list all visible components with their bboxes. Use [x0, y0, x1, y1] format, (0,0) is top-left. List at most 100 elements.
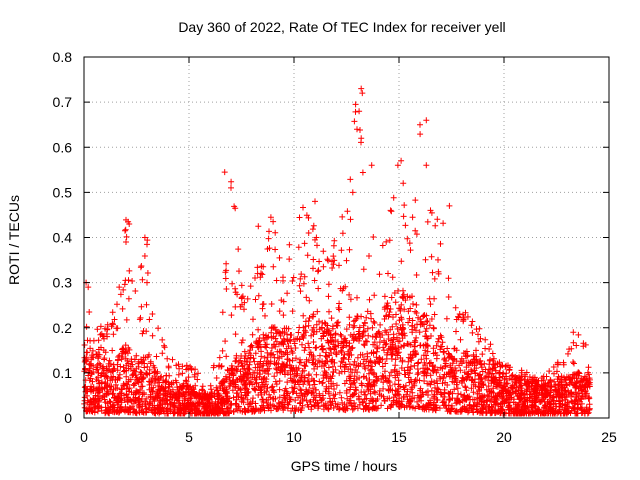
- data-point: [87, 386, 93, 393]
- data-point: [310, 324, 317, 331]
- data-point: [490, 385, 497, 392]
- data-point: [517, 410, 524, 417]
- data-point: [213, 375, 220, 381]
- data-point: [566, 346, 573, 353]
- data-point: [468, 377, 475, 384]
- data-point: [432, 404, 438, 411]
- data-point: [323, 404, 330, 411]
- data-point: [382, 327, 389, 334]
- data-point: [316, 390, 323, 397]
- data-point: [280, 335, 287, 342]
- data-point: [427, 397, 434, 404]
- data-point: [582, 383, 589, 390]
- data-point: [297, 359, 304, 366]
- data-point: [250, 316, 256, 323]
- data-point: [263, 360, 270, 367]
- data-point: [95, 370, 102, 376]
- data-point: [422, 256, 429, 263]
- data-point: [508, 406, 515, 413]
- data-point: [161, 385, 168, 392]
- data-point: [361, 391, 368, 398]
- data-point: [440, 349, 447, 356]
- data-point: [123, 391, 130, 398]
- data-point: [497, 403, 504, 410]
- y-tick-label: 0.8: [53, 49, 73, 65]
- data-point: [223, 286, 230, 292]
- data-point: [290, 388, 297, 395]
- data-point: [255, 292, 262, 299]
- data-point: [422, 347, 429, 354]
- data-point: [482, 336, 489, 343]
- data-point: [421, 321, 428, 328]
- data-point: [86, 309, 93, 315]
- data-point: [118, 399, 125, 406]
- data-point: [359, 351, 366, 358]
- data-point: [406, 294, 413, 301]
- data-point: [223, 353, 230, 360]
- data-point: [250, 355, 257, 362]
- data-point: [393, 311, 399, 318]
- data-point: [84, 349, 91, 356]
- data-point: [159, 336, 166, 343]
- data-point: [151, 396, 158, 403]
- data-point: [454, 397, 460, 404]
- data-point: [473, 326, 480, 333]
- data-point: [201, 391, 208, 398]
- data-point: [383, 351, 390, 358]
- data-point: [163, 390, 170, 397]
- data-point: [116, 371, 123, 378]
- data-point: [533, 393, 540, 400]
- data-point: [469, 396, 476, 403]
- data-point: [375, 330, 382, 337]
- data-point: [114, 406, 121, 413]
- data-point: [270, 263, 277, 270]
- data-point: [141, 253, 148, 259]
- data-point: [228, 312, 235, 319]
- data-point: [526, 374, 533, 380]
- data-point: [413, 301, 420, 308]
- data-point: [341, 336, 348, 343]
- data-point: [125, 360, 132, 367]
- data-point: [518, 391, 525, 398]
- data-point: [523, 381, 530, 388]
- data-point: [329, 323, 336, 330]
- data-point: [413, 231, 420, 238]
- data-point: [548, 387, 555, 394]
- data-point: [316, 378, 323, 385]
- data-point: [267, 352, 274, 359]
- data-point: [293, 405, 300, 412]
- data-point: [310, 256, 317, 263]
- data-point: [415, 369, 422, 376]
- data-point: [358, 389, 365, 396]
- data-point: [228, 178, 235, 185]
- data-point: [351, 405, 357, 412]
- data-point: [95, 399, 102, 405]
- data-point: [475, 372, 482, 379]
- data-point: [506, 402, 513, 409]
- data-point: [302, 363, 309, 370]
- data-point: [238, 282, 245, 289]
- data-point: [179, 363, 186, 370]
- data-point: [427, 381, 434, 388]
- data-point: [554, 368, 560, 375]
- data-point: [223, 373, 229, 380]
- data-point: [94, 396, 101, 402]
- data-point: [182, 377, 189, 384]
- data-point: [321, 319, 328, 326]
- data-point: [305, 357, 312, 364]
- data-point: [299, 402, 306, 409]
- data-point: [386, 311, 393, 318]
- data-point: [445, 294, 452, 300]
- data-point: [93, 351, 100, 358]
- data-point: [358, 135, 365, 142]
- x-tick-label: 0: [80, 429, 88, 445]
- data-point: [145, 404, 152, 411]
- data-point: [493, 409, 500, 416]
- data-point: [396, 370, 403, 377]
- data-point: [374, 343, 380, 349]
- data-point: [185, 365, 192, 372]
- data-point: [370, 371, 377, 378]
- data-point: [403, 403, 410, 410]
- data-point: [409, 389, 416, 396]
- data-point: [236, 376, 243, 383]
